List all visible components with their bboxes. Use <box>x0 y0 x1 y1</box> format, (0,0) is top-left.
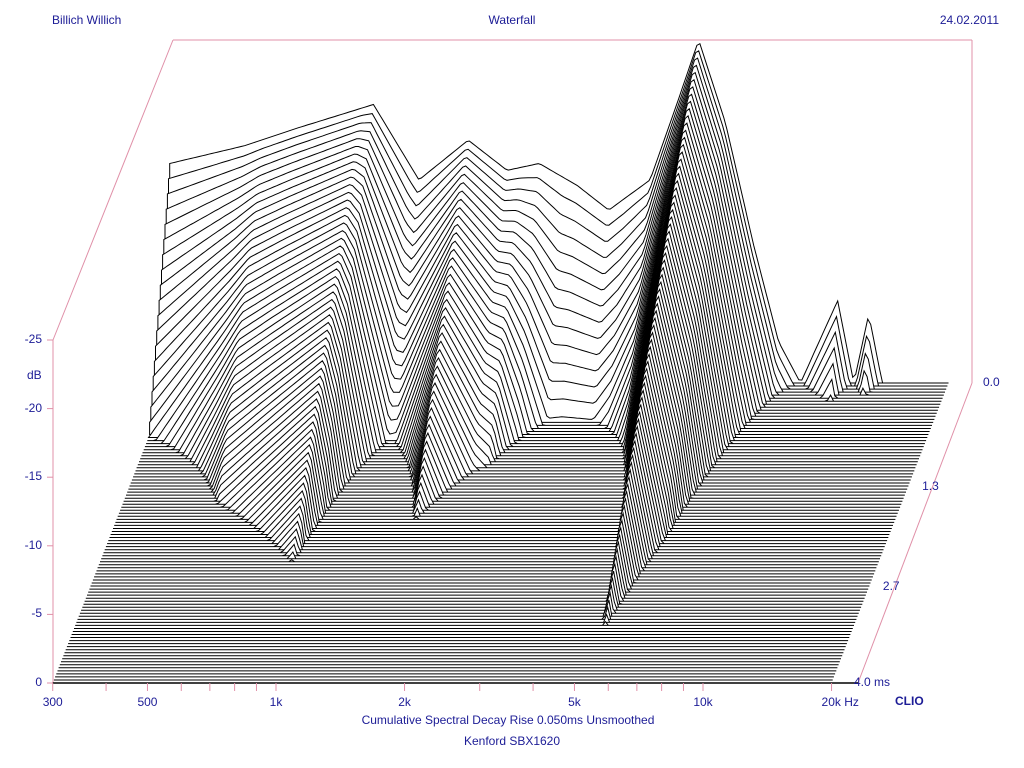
x-tick-label: 500 <box>137 695 158 709</box>
decay-slice <box>91 518 871 584</box>
decay-slice <box>88 540 867 593</box>
decay-slice <box>94 504 873 578</box>
decay-slice <box>89 533 869 590</box>
decay-slice <box>98 475 878 566</box>
x-tick-label: 300 <box>42 695 63 709</box>
x-tick-label: 5k <box>568 695 581 709</box>
chart-title: Waterfall <box>488 13 536 27</box>
decay-slice <box>83 570 863 605</box>
time-tick-label: 4.0 ms <box>854 675 891 689</box>
header-left: Billich Willich <box>52 13 122 27</box>
decay-slice <box>85 554 865 599</box>
y-tick-label: 0 <box>35 675 42 689</box>
decay-slice <box>104 439 884 551</box>
decay-slice <box>87 547 866 596</box>
decay-slice <box>95 497 875 575</box>
x-tick-label: 1k <box>269 695 283 709</box>
y-tick-label: -20 <box>24 400 42 415</box>
decay-slice <box>79 590 859 614</box>
decay-slice <box>96 489 876 572</box>
y-tick-label: -15 <box>24 469 42 484</box>
decay-slice <box>111 396 891 532</box>
decay-slice <box>101 461 880 560</box>
decay-slice <box>75 620 854 626</box>
x-tick-label: 2k <box>398 695 411 709</box>
decay-slice <box>76 613 856 623</box>
decay-slice <box>90 525 870 587</box>
header-date: 24.02.2011 <box>939 13 999 27</box>
y-tick-label: -5 <box>31 606 42 621</box>
decay-slice <box>110 403 890 535</box>
x-tick-label: 20k Hz <box>821 695 859 709</box>
chart-caption: Cumulative Spectral Decay Rise 0.050ms U… <box>361 713 655 727</box>
decay-slice <box>82 576 862 608</box>
decay-slice <box>103 446 883 554</box>
time-tick-label: 0.0 <box>983 375 1000 389</box>
decay-slice <box>102 453 882 557</box>
clio-logo: CLIO <box>895 694 924 708</box>
time-tick-label: 1.3 <box>922 478 939 493</box>
decay-slice <box>77 605 857 620</box>
x-tick-label: 10k <box>693 695 713 709</box>
y-tick-label: -25 <box>24 332 42 346</box>
y-tick-label: -10 <box>24 537 42 552</box>
time-tick-label: 2.7 <box>882 579 900 594</box>
decay-slice <box>108 417 888 542</box>
decay-slice <box>109 410 889 538</box>
decay-slice <box>100 468 879 563</box>
decay-slice <box>78 599 858 617</box>
decay-slice <box>92 511 872 581</box>
y-axis-unit: dB <box>27 368 42 382</box>
decay-slice <box>105 432 885 548</box>
decay-slice <box>113 388 892 529</box>
time-axis-line <box>857 382 973 684</box>
decay-slice <box>81 583 860 611</box>
decay-slice <box>107 424 886 545</box>
decay-slice <box>97 482 877 569</box>
decay-slice <box>84 561 864 602</box>
device-name: Kenford SBX1620 <box>463 734 561 748</box>
depth-axis-line <box>52 39 174 341</box>
